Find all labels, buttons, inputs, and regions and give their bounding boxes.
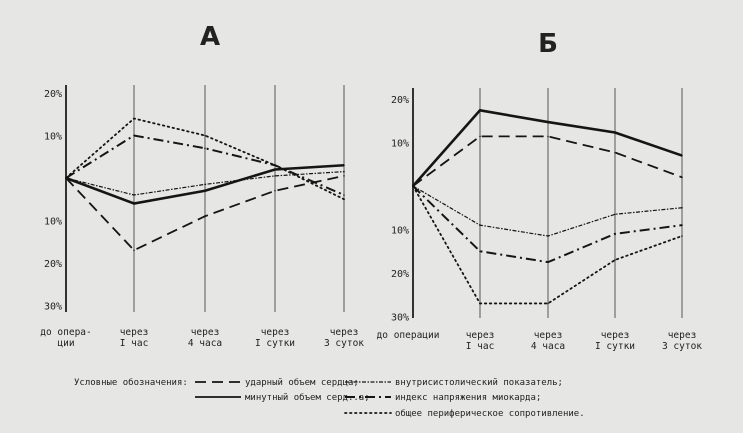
- data-point: [547, 235, 549, 237]
- series-line-dashed: [412, 135, 683, 187]
- series-line-dotted: [65, 117, 345, 201]
- data-point: [274, 164, 276, 167]
- y-tick-label: 20%: [391, 95, 409, 106]
- data-point: [614, 233, 616, 235]
- x-tick-label: I сутки: [595, 341, 635, 352]
- y-tick-label: 30%: [391, 313, 409, 324]
- y-tick-label: 20%: [391, 269, 409, 280]
- chart-b-title: Б: [538, 29, 558, 59]
- legend-label: общее периферическое сопротивление.: [395, 408, 585, 419]
- data-point: [65, 177, 67, 179]
- x-tick-label: I час: [466, 341, 495, 352]
- y-tick-label: 10%: [44, 132, 62, 143]
- y-tick-label: 10%: [391, 226, 409, 237]
- x-tick-label: 4 часа: [188, 338, 222, 349]
- y-tick-label: 30%: [44, 302, 62, 313]
- data-point: [343, 164, 345, 167]
- data-point: [547, 135, 549, 138]
- data-point: [274, 168, 276, 171]
- x-tick-label: через: [601, 330, 630, 341]
- x-tick-label: через: [668, 330, 697, 341]
- data-point: [681, 224, 683, 226]
- data-point: [547, 121, 549, 123]
- data-point: [479, 109, 481, 112]
- x-tick-label: через: [261, 327, 290, 338]
- x-tick-label: до операции: [377, 330, 440, 341]
- chart-a-title: А: [200, 22, 220, 52]
- x-tick-label: через: [191, 327, 220, 338]
- x-tick-label: 3 суток: [324, 338, 364, 349]
- x-tick-label: через: [466, 330, 495, 341]
- data-point: [547, 302, 549, 305]
- data-point: [479, 250, 481, 253]
- legend-heading: Условные обозначения:: [74, 377, 188, 388]
- data-point: [204, 215, 206, 218]
- data-point: [204, 189, 206, 192]
- legend-label: индекс напряжения миокарда;: [395, 393, 541, 403]
- data-point: [681, 154, 683, 157]
- y-tick-label: 10%: [391, 139, 409, 150]
- series-line-dashdot: [65, 134, 345, 196]
- x-tick-label: через: [534, 330, 563, 341]
- data-point: [614, 213, 616, 216]
- x-tick-label: через: [120, 327, 149, 338]
- y-tick-label: 10%: [44, 217, 62, 228]
- x-tick-label: I час: [120, 338, 149, 349]
- y-tick-label: 20%: [44, 259, 62, 270]
- series-line-wavy: [412, 185, 683, 237]
- data-point: [681, 176, 683, 179]
- data-point: [343, 198, 345, 201]
- data-point: [133, 117, 135, 120]
- data-point: [343, 175, 345, 177]
- legend-label: внутрисистолический показатель;: [395, 378, 563, 388]
- data-point: [133, 202, 135, 205]
- data-point: [204, 134, 206, 137]
- x-tick-label: ции: [57, 338, 74, 349]
- data-point: [614, 131, 616, 134]
- series-line-dotted: [412, 185, 683, 305]
- data-point: [133, 249, 135, 252]
- data-point: [479, 135, 481, 138]
- data-point: [681, 206, 683, 209]
- data-point: [204, 183, 206, 186]
- data-point: [547, 261, 549, 263]
- data-point: [412, 185, 414, 187]
- data-point: [614, 259, 616, 261]
- y-tick-label: 20%: [44, 89, 62, 100]
- legend-label: ударный объем сердца;: [245, 377, 359, 388]
- legend-label: минутный объем серд..а;: [245, 392, 370, 403]
- x-tick-label: I сутки: [255, 338, 295, 349]
- x-tick-label: 4 часа: [531, 341, 565, 352]
- x-tick-label: через: [330, 327, 359, 338]
- data-point: [133, 134, 135, 137]
- data-point: [133, 194, 135, 196]
- data-point: [614, 151, 616, 154]
- data-point: [479, 302, 481, 305]
- legend: Условные обозначения: ударный объем серд…: [74, 377, 585, 419]
- x-tick-label: до опера-: [40, 327, 91, 338]
- x-tick-label: 3 суток: [662, 341, 702, 352]
- data-point: [274, 189, 276, 192]
- data-point: [204, 147, 206, 150]
- data-point: [479, 224, 481, 226]
- data-point: [343, 170, 345, 173]
- data-point: [343, 194, 345, 196]
- data-point: [274, 175, 276, 177]
- data-point: [681, 235, 683, 237]
